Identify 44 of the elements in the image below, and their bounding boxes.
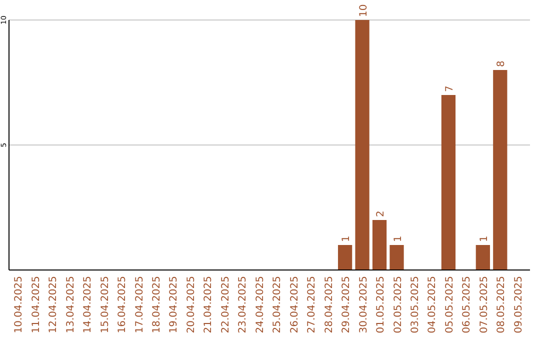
x-tick-label: 20.04.2025 (186, 276, 197, 334)
x-tick-label: 26.04.2025 (289, 276, 300, 334)
x-tick-label: 09.05.2025 (513, 276, 524, 334)
x-tick-label: 14.04.2025 (82, 276, 94, 334)
data-label: 1 (341, 236, 352, 242)
x-tick-label: 22.04.2025 (220, 276, 232, 334)
x-tick-label: 24.04.2025 (254, 276, 266, 334)
x-tick-label: 19.04.2025 (168, 276, 180, 334)
x-tick-label: 25.04.2025 (272, 276, 284, 334)
bar (372, 220, 387, 270)
x-tick-label: 30.04.2025 (358, 276, 370, 334)
x-tick-label: 23.04.2025 (238, 276, 249, 334)
x-tick-label: 04.05.2025 (427, 276, 438, 334)
x-tick-label: 18.04.2025 (151, 276, 162, 334)
bar (390, 245, 404, 270)
x-tick-label: 07.05.2025 (478, 276, 490, 334)
bar (493, 70, 508, 270)
data-label: 1 (478, 236, 490, 242)
x-tick-label: 11.04.2025 (30, 276, 42, 334)
x-tick-label: 13.04.2025 (65, 276, 76, 334)
bar (338, 245, 352, 270)
x-tick-label: 02.05.2025 (392, 276, 404, 334)
x-tick-label: 29.04.2025 (341, 276, 352, 334)
bar (476, 245, 490, 270)
x-tick-label: 05.05.2025 (444, 276, 456, 334)
x-tick-label: 15.04.2025 (100, 276, 111, 334)
data-label: 1 (392, 236, 404, 242)
x-tick-label: 16.04.2025 (117, 276, 128, 334)
data-label: 10 (358, 4, 370, 17)
x-tick-label: 06.05.2025 (462, 276, 473, 334)
data-label: 2 (376, 210, 387, 217)
bar (441, 95, 456, 270)
x-tick-label: 03.05.2025 (410, 276, 421, 334)
x-tick-label: 21.04.2025 (203, 276, 214, 334)
bar (355, 20, 370, 270)
x-tick-label: 28.04.2025 (324, 276, 335, 334)
x-tick-label: 08.05.2025 (496, 276, 508, 334)
x-tick-label: 12.04.2025 (48, 276, 60, 334)
data-label: 8 (496, 60, 508, 67)
x-tick-label: 27.04.2025 (306, 276, 318, 334)
x-tick-label: 17.04.2025 (134, 276, 146, 334)
x-tick-label: 10.04.2025 (14, 276, 25, 334)
data-label: 7 (444, 86, 456, 92)
x-tick-label: 01.05.2025 (376, 276, 387, 334)
